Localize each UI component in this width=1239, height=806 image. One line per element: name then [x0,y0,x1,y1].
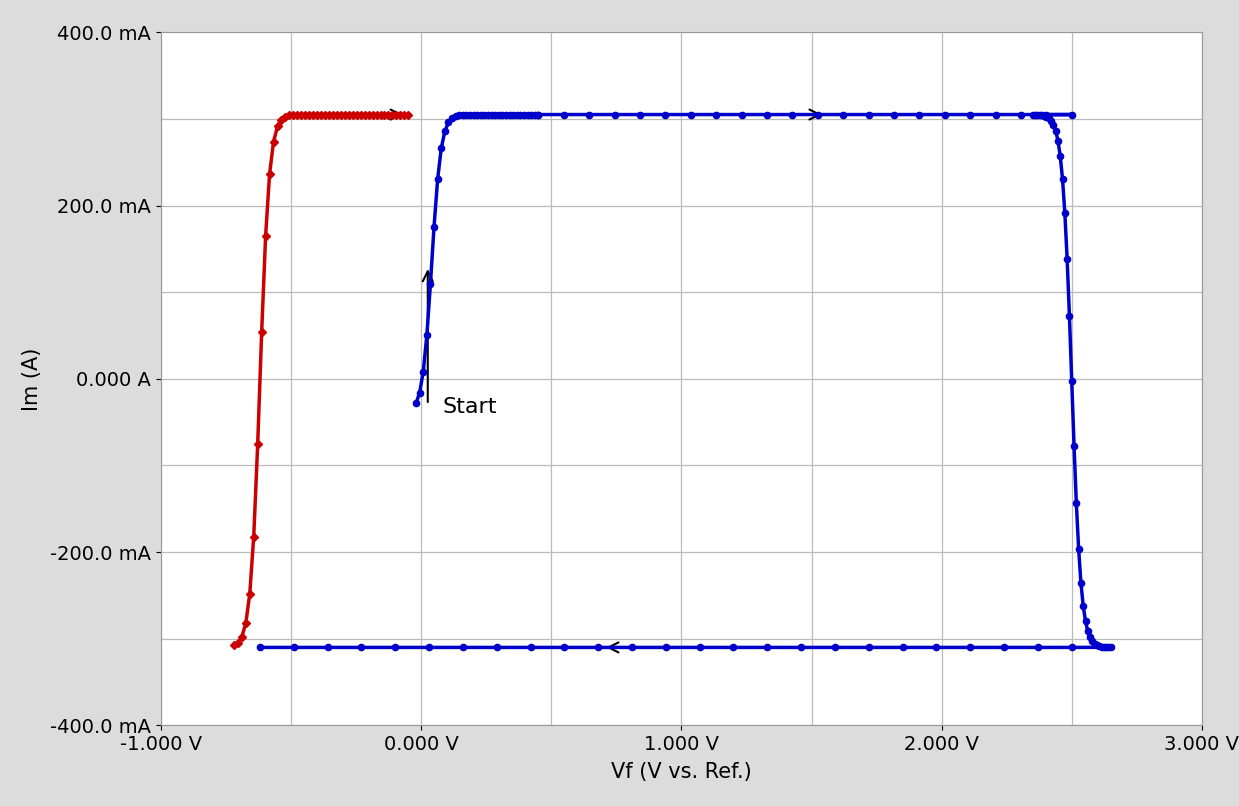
Y-axis label: Im (A): Im (A) [22,347,42,410]
X-axis label: Vf (V vs. Ref.): Vf (V vs. Ref.) [611,762,752,783]
Text: Start: Start [442,397,497,418]
